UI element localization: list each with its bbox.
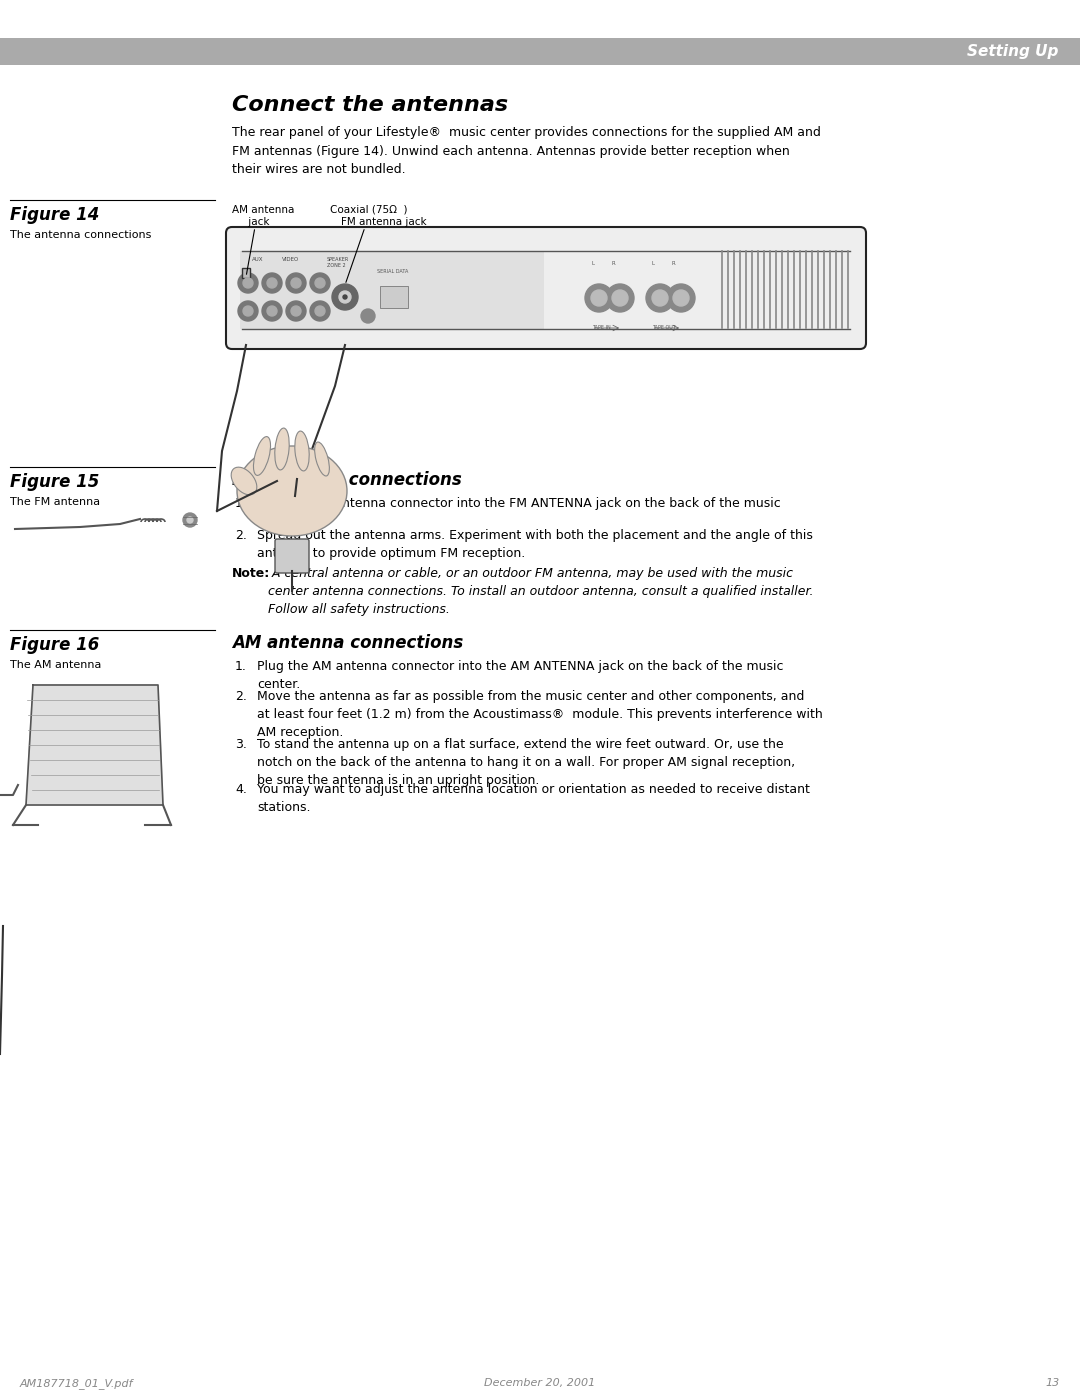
Text: AM antenna connections: AM antenna connections: [232, 634, 463, 652]
Text: Coaxial (75Ω  ): Coaxial (75Ω ): [330, 205, 407, 215]
Circle shape: [291, 278, 301, 288]
Circle shape: [652, 291, 669, 306]
Circle shape: [243, 278, 253, 288]
Text: VIDEO: VIDEO: [282, 257, 299, 263]
Text: R: R: [612, 261, 616, 265]
Text: Figure 14: Figure 14: [10, 205, 99, 224]
Circle shape: [612, 291, 627, 306]
Circle shape: [262, 300, 282, 321]
Text: AM antenna: AM antenna: [232, 205, 295, 215]
Text: L: L: [592, 261, 595, 265]
Text: 2.: 2.: [235, 690, 247, 703]
Circle shape: [267, 278, 276, 288]
Text: A central antenna or cable, or an outdoor FM antenna, may be used with the music: A central antenna or cable, or an outdoo…: [268, 567, 813, 616]
Circle shape: [262, 272, 282, 293]
Text: 1.: 1.: [235, 659, 247, 673]
Circle shape: [310, 300, 330, 321]
Text: AUX: AUX: [252, 257, 264, 263]
Circle shape: [343, 295, 347, 299]
Text: 3.: 3.: [235, 738, 247, 752]
Circle shape: [315, 278, 325, 288]
Text: R: R: [672, 261, 676, 265]
Circle shape: [291, 306, 301, 316]
Ellipse shape: [314, 441, 329, 476]
Circle shape: [238, 272, 258, 293]
Text: SPEAKER
ZONE 2: SPEAKER ZONE 2: [327, 257, 349, 268]
Text: Setting Up: Setting Up: [967, 43, 1058, 59]
Circle shape: [286, 300, 306, 321]
Circle shape: [673, 291, 689, 306]
Text: jack: jack: [232, 217, 270, 226]
Text: FM antenna jack: FM antenna jack: [341, 217, 427, 226]
Circle shape: [315, 306, 325, 316]
Circle shape: [606, 284, 634, 312]
Ellipse shape: [237, 446, 347, 536]
Text: TAPE OUT: TAPE OUT: [652, 326, 676, 330]
Text: The AM antenna: The AM antenna: [10, 659, 102, 671]
Bar: [380, 286, 408, 307]
Ellipse shape: [254, 437, 270, 475]
Ellipse shape: [274, 427, 289, 469]
Text: Spread out the antenna arms. Experiment with both the placement and the angle of: Spread out the antenna arms. Experiment …: [257, 529, 813, 560]
Circle shape: [238, 300, 258, 321]
Circle shape: [585, 284, 613, 312]
Circle shape: [591, 291, 607, 306]
Text: TAPE IN: TAPE IN: [592, 326, 611, 330]
Text: The antenna connections: The antenna connections: [10, 231, 151, 240]
Circle shape: [332, 284, 357, 310]
Circle shape: [361, 309, 375, 323]
Polygon shape: [26, 685, 163, 805]
Text: Note:: Note:: [232, 567, 270, 580]
Text: Figure 16: Figure 16: [10, 636, 99, 654]
Text: The FM antenna: The FM antenna: [10, 497, 100, 507]
Text: 1.: 1.: [235, 497, 247, 510]
Ellipse shape: [295, 432, 309, 471]
Text: AM187718_01_V.pdf: AM187718_01_V.pdf: [21, 1377, 134, 1389]
Text: The rear panel of your Lifestyle®  music center provides connections for the sup: The rear panel of your Lifestyle® music …: [232, 126, 821, 176]
Circle shape: [667, 284, 696, 312]
Circle shape: [646, 284, 674, 312]
FancyBboxPatch shape: [226, 226, 866, 349]
FancyBboxPatch shape: [275, 539, 309, 573]
Circle shape: [286, 272, 306, 293]
Text: SERIAL DATA: SERIAL DATA: [377, 270, 408, 274]
Text: You may want to adjust the antenna location or orientation as needed to receive : You may want to adjust the antenna locat…: [257, 782, 810, 814]
Circle shape: [183, 513, 197, 527]
Circle shape: [243, 306, 253, 316]
Text: Plug the AM antenna connector into the AM ANTENNA jack on the back of the music
: Plug the AM antenna connector into the A…: [257, 659, 783, 692]
Circle shape: [339, 291, 351, 303]
Circle shape: [310, 272, 330, 293]
Text: Plug the FM antenna connector into the FM ANTENNA jack on the back of the music
: Plug the FM antenna connector into the F…: [257, 497, 781, 528]
Text: L: L: [652, 261, 654, 265]
Circle shape: [267, 306, 276, 316]
Circle shape: [187, 517, 193, 522]
Text: Connect the antennas: Connect the antennas: [232, 95, 508, 115]
Text: December 20, 2001: December 20, 2001: [484, 1377, 596, 1389]
Bar: [240, 251, 544, 330]
Text: FM antenna connections: FM antenna connections: [232, 471, 462, 489]
Text: To stand the antenna up on a flat surface, extend the wire feet outward. Or, use: To stand the antenna up on a flat surfac…: [257, 738, 795, 787]
Text: Move the antenna as far as possible from the music center and other components, : Move the antenna as far as possible from…: [257, 690, 823, 739]
Text: 13: 13: [1045, 1377, 1059, 1389]
Bar: [242, 268, 249, 278]
Ellipse shape: [231, 467, 257, 495]
Text: 4.: 4.: [235, 782, 247, 796]
Bar: [0, 38, 1080, 66]
Text: 2.: 2.: [235, 529, 247, 542]
Text: Figure 15: Figure 15: [10, 474, 99, 490]
